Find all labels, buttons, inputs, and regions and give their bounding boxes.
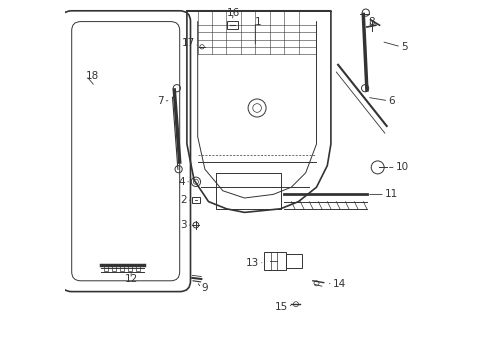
Text: 15: 15 [274,302,287,312]
Text: 11: 11 [384,189,397,199]
Bar [120,266,124,271]
Text: 6: 6 [387,96,394,106]
Text: 18: 18 [86,71,99,81]
Bar [104,266,108,271]
Bar [264,252,285,270]
Text: 7: 7 [157,96,163,106]
Text: 4: 4 [178,177,185,187]
Text: 17: 17 [181,38,194,48]
Text: 2: 2 [180,195,186,205]
Text: 5: 5 [400,42,407,52]
Bar [227,21,238,29]
Text: 12: 12 [124,274,138,284]
Text: 10: 10 [395,162,408,172]
Text: 3: 3 [180,220,186,230]
Text: 8: 8 [368,17,375,27]
Text: 1: 1 [255,17,262,27]
Bar [285,254,302,268]
Bar [136,266,140,271]
Bar [112,266,116,271]
Text: 16: 16 [226,8,239,18]
Text: 9: 9 [201,283,207,293]
Bar [192,197,200,203]
Text: 13: 13 [245,258,258,268]
Text: 14: 14 [332,279,345,289]
Bar [127,266,132,271]
